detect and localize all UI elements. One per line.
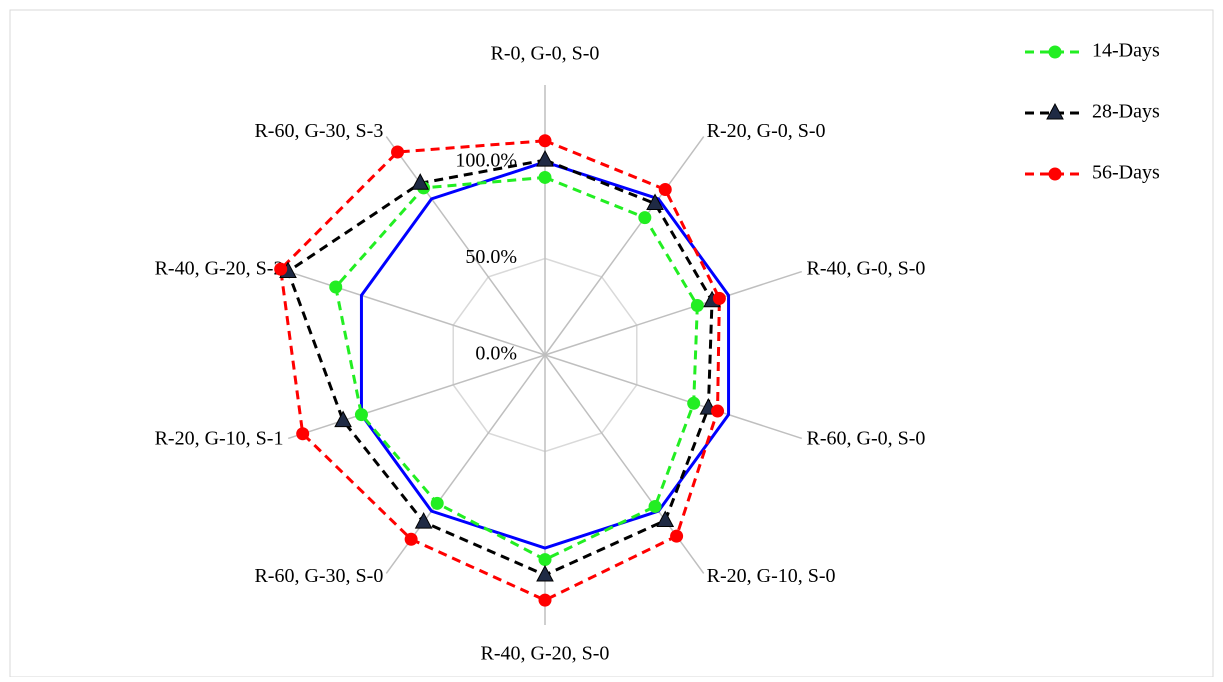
- category-label: R-40, G-20, S-2: [155, 258, 284, 280]
- marker: [538, 134, 552, 148]
- marker: [296, 427, 310, 441]
- marker: [414, 512, 433, 529]
- marker: [404, 532, 418, 546]
- marker: [658, 182, 672, 196]
- marker: [538, 593, 552, 607]
- series-line: [279, 139, 721, 602]
- category-label: R-20, G-10, S-1: [155, 428, 284, 450]
- category-label: R-40, G-20, S-0: [481, 643, 610, 665]
- legend-label: 28-Days: [1092, 101, 1160, 123]
- marker: [638, 211, 652, 225]
- marker: [536, 150, 554, 167]
- category-label: R-60, G-0, S-0: [807, 428, 926, 450]
- category-label: R-20, G-0, S-0: [707, 120, 826, 142]
- marker: [538, 553, 552, 567]
- marker: [354, 408, 368, 422]
- category-label: R-60, G-30, S-0: [254, 565, 383, 587]
- marker: [430, 496, 444, 510]
- axis-spoke: [385, 136, 546, 356]
- marker: [538, 170, 552, 184]
- legend-label: 14-Days: [1092, 40, 1160, 62]
- marker: [536, 564, 554, 582]
- marker: [391, 145, 405, 159]
- category-label: R-40, G-0, S-0: [807, 258, 926, 280]
- axis-spoke: [544, 136, 705, 356]
- category-label: R-20, G-10, S-0: [707, 565, 836, 587]
- series-line: [359, 160, 731, 550]
- marker: [274, 262, 288, 276]
- marker: [670, 529, 684, 543]
- marker: [712, 291, 726, 305]
- legend-marker: [1048, 167, 1062, 181]
- category-label: R-0, G-0, S-0: [491, 43, 600, 65]
- marker: [711, 404, 725, 418]
- marker: [646, 193, 664, 211]
- axis-spoke: [287, 354, 546, 440]
- marker: [656, 510, 675, 528]
- category-label: R-60, G-30, S-3: [254, 120, 383, 142]
- marker: [329, 280, 343, 294]
- marker: [648, 499, 662, 513]
- marker: [411, 173, 430, 190]
- axis-spoke: [544, 354, 803, 440]
- r-tick-label: 100.0%: [455, 150, 517, 172]
- marker: [334, 410, 352, 428]
- legend-marker: [1046, 102, 1064, 120]
- axis-spoke: [544, 270, 803, 356]
- r-tick-label: 0.0%: [475, 343, 517, 365]
- marker: [690, 298, 704, 312]
- marker: [687, 396, 701, 410]
- legend-marker: [1048, 45, 1062, 59]
- r-tick-label: 50.0%: [465, 246, 517, 268]
- chart-frame: [9, 9, 1214, 678]
- legend-label: 56-Days: [1092, 162, 1160, 184]
